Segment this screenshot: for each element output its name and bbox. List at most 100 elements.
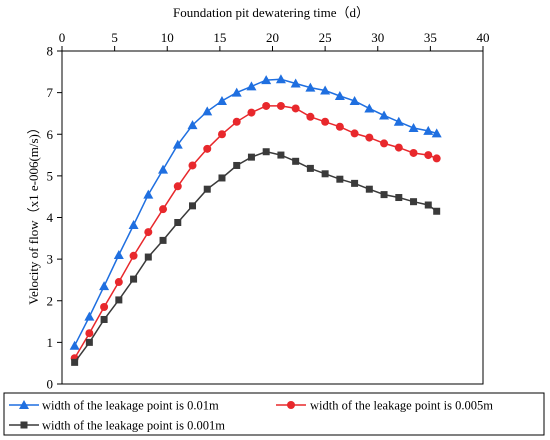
data-point-triangle xyxy=(290,78,301,88)
data-point-triangle xyxy=(393,116,404,126)
data-point-square xyxy=(321,170,329,178)
data-point-square xyxy=(71,358,79,366)
data-point-square xyxy=(115,296,123,304)
data-point-square xyxy=(365,185,373,193)
data-point-square xyxy=(351,179,359,187)
data-point-circle xyxy=(262,101,271,110)
legend-label: width of the leakage point is 0.001m xyxy=(42,419,225,433)
ticks-layer: 0 5 10 15 20 25 30 35 40 0 1 2 3 4 5 6 7 8 xyxy=(47,30,490,392)
data-point-circle xyxy=(432,154,441,163)
data-point-circle xyxy=(85,329,94,338)
data-point-square xyxy=(144,253,152,261)
y-tick-label: 4 xyxy=(47,210,54,225)
y-tick-label: 6 xyxy=(47,127,54,142)
data-point-circle xyxy=(276,101,285,110)
data-point-circle xyxy=(203,144,212,153)
data-point-square xyxy=(174,218,182,226)
data-point-circle xyxy=(129,251,138,260)
data-point-square xyxy=(20,421,28,429)
data-point-triangle xyxy=(202,106,213,116)
data-point-circle xyxy=(287,401,295,409)
data-point-circle xyxy=(144,228,153,237)
data-point-square xyxy=(410,198,418,206)
data-point-circle xyxy=(409,148,418,157)
data-point-square xyxy=(100,315,108,323)
data-point-triangle xyxy=(305,82,316,92)
data-point-square xyxy=(85,338,93,346)
data-point-square xyxy=(395,194,403,202)
data-point-triangle xyxy=(128,219,139,229)
data-point-circle xyxy=(424,151,433,160)
data-point-circle xyxy=(247,108,256,117)
series-square xyxy=(71,148,441,366)
series-circle xyxy=(70,101,441,363)
data-point-circle xyxy=(114,278,123,287)
legend-box xyxy=(3,392,545,436)
data-point-triangle xyxy=(364,103,375,113)
data-point-triangle xyxy=(143,189,154,199)
y-tick-label: 3 xyxy=(47,252,54,267)
x-tick-label: 30 xyxy=(371,30,384,45)
data-point-circle xyxy=(100,302,109,311)
x-tick-label: 20 xyxy=(266,30,279,45)
data-point-circle xyxy=(188,161,197,170)
y-tick-label: 7 xyxy=(47,85,54,100)
data-point-triangle xyxy=(423,125,434,135)
data-point-triangle xyxy=(334,90,345,100)
data-point-circle xyxy=(232,117,241,126)
data-point-circle xyxy=(365,133,374,142)
data-point-square xyxy=(380,191,388,199)
series-triangle xyxy=(69,74,442,350)
data-point-square xyxy=(336,175,344,183)
data-point-square xyxy=(218,174,226,182)
data-point-square xyxy=(433,207,441,215)
data-point-triangle xyxy=(99,281,110,291)
legend-entry: width of the leakage point is 0.005m xyxy=(276,399,493,413)
data-point-square xyxy=(262,148,270,156)
data-point-triangle xyxy=(261,75,272,85)
data-point-triangle xyxy=(379,110,390,120)
data-point-triangle xyxy=(84,311,95,321)
x-tick-label: 25 xyxy=(319,30,332,45)
data-point-triangle xyxy=(113,249,124,259)
data-point-triangle xyxy=(69,340,80,350)
data-point-square xyxy=(159,236,167,244)
series-line xyxy=(73,78,437,347)
legend-label: width of the leakage point is 0.01m xyxy=(42,399,219,413)
data-point-circle xyxy=(335,122,344,131)
data-point-square xyxy=(203,185,211,193)
legend: width of the leakage point is 0.01m width… xyxy=(3,392,545,436)
data-point-triangle xyxy=(408,123,419,133)
data-point-square xyxy=(306,164,314,172)
data-point-triangle xyxy=(275,74,286,84)
data-point-triangle xyxy=(320,85,331,95)
x-tick-label: 5 xyxy=(111,30,118,45)
data-point-triangle xyxy=(349,95,360,105)
x-tick-label: 0 xyxy=(59,30,66,45)
data-point-circle xyxy=(291,104,300,113)
data-point-triangle xyxy=(172,139,183,149)
y-axis-title: Velocity of flow（x1 e-006(m/s)） xyxy=(26,121,41,305)
data-point-square xyxy=(292,157,300,165)
data-point-triangle xyxy=(246,81,257,91)
data-point-triangle xyxy=(431,128,442,138)
data-point-circle xyxy=(394,143,403,152)
x-tick-label: 15 xyxy=(213,30,226,45)
data-point-triangle xyxy=(158,164,169,174)
data-point-square xyxy=(233,161,241,169)
data-point-circle xyxy=(321,117,330,126)
legend-label: width of the leakage point is 0.005m xyxy=(310,399,493,413)
data-point-circle xyxy=(350,129,359,138)
x-axis-title: Foundation pit dewatering time（d） xyxy=(173,5,369,20)
data-point-square xyxy=(247,153,255,161)
data-point-circle xyxy=(217,130,226,139)
data-point-triangle xyxy=(187,120,198,130)
legend-entry: width of the leakage point is 0.001m xyxy=(9,419,225,433)
x-tick-label: 40 xyxy=(477,30,490,45)
data-point-triangle xyxy=(19,400,29,409)
data-point-circle xyxy=(173,182,182,191)
y-tick-label: 5 xyxy=(47,168,54,183)
data-point-square xyxy=(277,151,285,159)
y-tick-label: 2 xyxy=(47,293,54,308)
